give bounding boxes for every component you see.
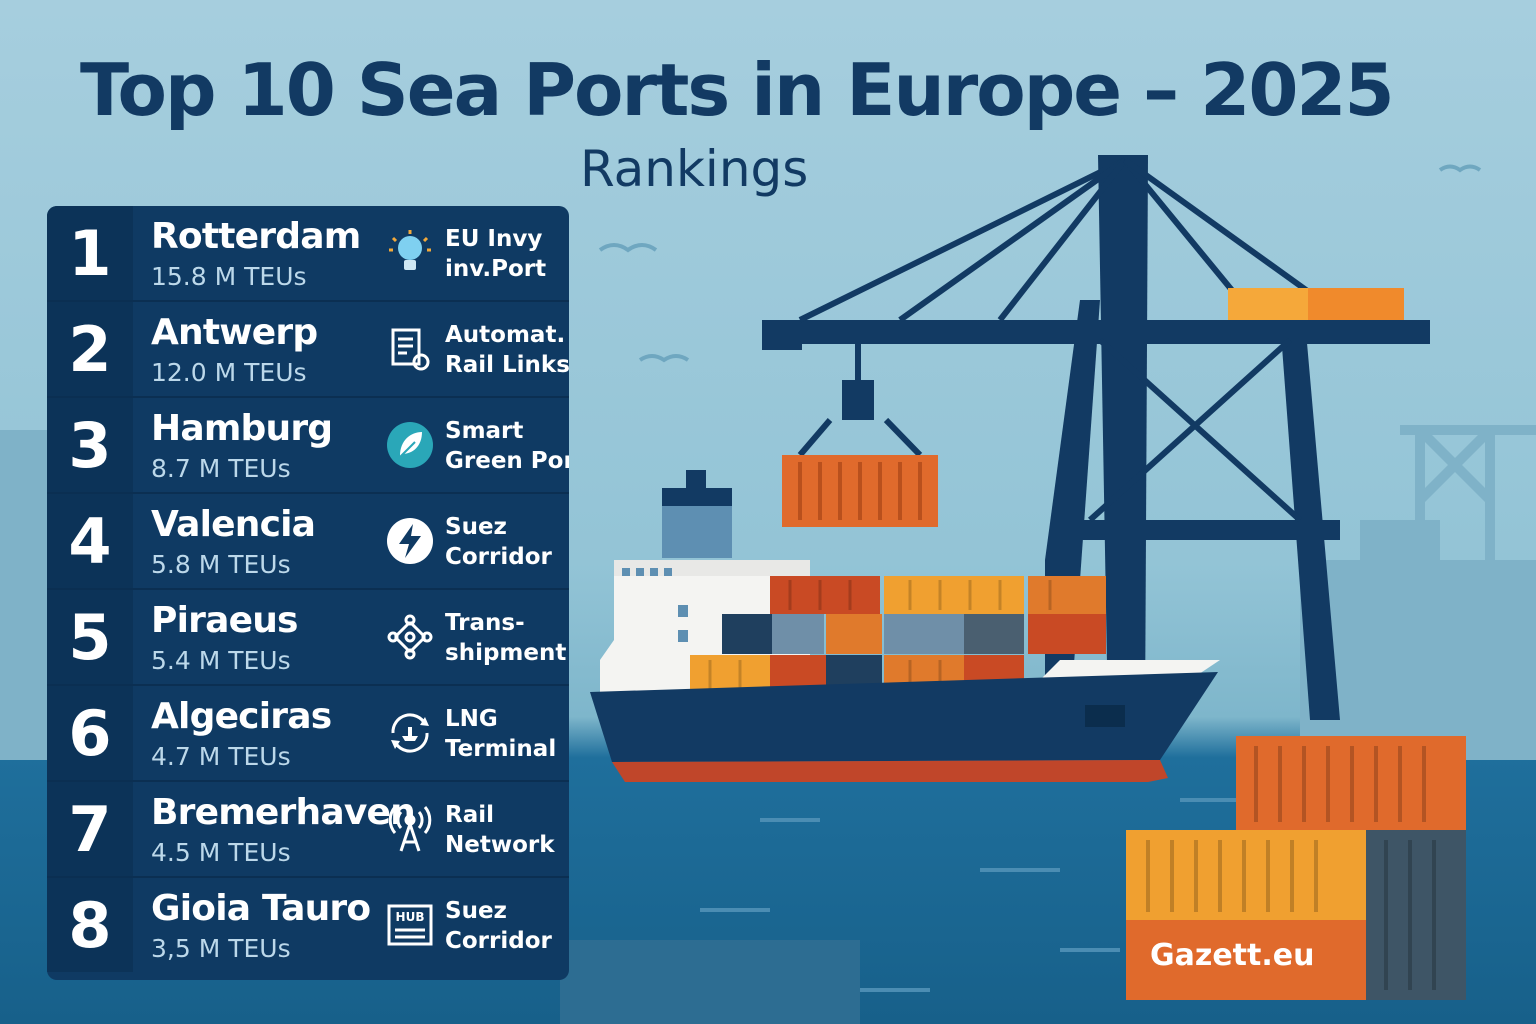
port-feature: LNG Terminal: [445, 704, 567, 764]
leaf-icon: [387, 422, 433, 468]
antenna-tower-icon: [388, 806, 432, 852]
port-feature: Trans- shipment: [445, 608, 567, 668]
port-teu: 4.7 M TEUs: [151, 742, 291, 771]
rank-number: 6: [47, 686, 133, 780]
rank-number: 8: [47, 878, 133, 972]
pier: [560, 940, 860, 1024]
page-title: Top 10 Sea Ports in Europe – 2025: [80, 48, 1395, 132]
ranking-row: 2 Antwerp 12.0 M TEUs Automat. Rail Link…: [47, 302, 569, 398]
feature-line: Trans-: [445, 610, 525, 636]
feature-line: EU Invy: [445, 226, 543, 252]
rank-number: 1: [47, 206, 133, 300]
port-teu: 8.7 M TEUs: [151, 454, 291, 483]
hanging-container: [782, 455, 938, 527]
background-crane: [1400, 425, 1536, 600]
feature-line: Suez: [445, 898, 507, 924]
watermark: Gazett.eu: [1150, 938, 1315, 973]
feature-line: Suez: [445, 514, 507, 540]
feature-line: Corridor: [445, 928, 552, 954]
rank-number: 5: [47, 590, 133, 684]
port-feature: EU Invy inv.Port: [445, 224, 567, 284]
feature-line: Smart: [445, 418, 524, 444]
feature-line: Automat.: [445, 322, 566, 348]
port-name: Algeciras: [151, 696, 332, 737]
port-name: Bremerhaven: [151, 792, 416, 833]
port-feature: Smart Green Port: [445, 416, 569, 476]
lightning-icon: [387, 518, 433, 564]
port-feature: Suez Corridor: [445, 512, 567, 572]
ranking-row: 7 Bremerhaven 4.5 M TEUs Rail Network: [47, 782, 569, 878]
feature-line: Green Port: [445, 448, 569, 474]
feature-line: inv.Port: [445, 256, 547, 282]
birds: [598, 164, 1482, 363]
lightbulb-icon: [389, 230, 431, 270]
feature-line: LNG: [445, 706, 498, 732]
hub-icon: HUB: [387, 904, 433, 946]
port-teu: 4.5 M TEUs: [151, 838, 291, 867]
ranking-row: 1 Rotterdam 15.8 M TEUs EU Invy inv.Port: [47, 206, 569, 302]
crane-trolley: [842, 380, 874, 420]
port-name: Piraeus: [151, 600, 298, 641]
port-teu: 15.8 M TEUs: [151, 262, 307, 291]
gantry-crane: [762, 155, 1430, 720]
refresh-ship-icon: [391, 713, 429, 753]
port-feature: Rail Network: [445, 800, 567, 860]
page-subtitle: Rankings: [580, 140, 809, 198]
feature-line: Terminal: [445, 736, 557, 762]
container-ship: [590, 470, 1220, 782]
feature-line: Corridor: [445, 544, 552, 570]
waves: [700, 798, 1240, 992]
rank-number: 7: [47, 782, 133, 876]
port-teu: 5.8 M TEUs: [151, 550, 291, 579]
feature-line: Network: [445, 832, 555, 858]
foreground-containers: [1126, 736, 1466, 1000]
network-nodes-icon: [387, 614, 433, 660]
feature-line: Rail: [445, 802, 494, 828]
document-gear-icon: [391, 328, 430, 371]
feature-line: Rail Links: [445, 352, 569, 378]
hub-label: HUB: [396, 910, 425, 924]
rank-number: 4: [47, 494, 133, 588]
ranking-row: 8 Gioia Tauro 3,5 M TEUs HUB Suez Corrid…: [47, 878, 569, 972]
feature-line: shipment: [445, 640, 567, 666]
port-teu: 5.4 M TEUs: [151, 646, 291, 675]
rank-number: 3: [47, 398, 133, 492]
port-name: Rotterdam: [151, 216, 361, 257]
port-teu: 3,5 M TEUs: [151, 934, 291, 963]
ranking-row: 3 Hamburg 8.7 M TEUs Smart Green Port: [47, 398, 569, 494]
ranking-row: 6 Algeciras 4.7 M TEUs LNG Terminal: [47, 686, 569, 782]
port-teu: 12.0 M TEUs: [151, 358, 307, 387]
port-name: Antwerp: [151, 312, 318, 353]
port-name: Hamburg: [151, 408, 333, 449]
ranking-row: 5 Piraeus 5.4 M TEUs Trans- shipment: [47, 590, 569, 686]
ranking-row: 4 Valencia 5.8 M TEUs Suez Corridor: [47, 494, 569, 590]
port-name: Gioia Tauro: [151, 888, 371, 929]
rank-number: 2: [47, 302, 133, 396]
rankings-panel: 1 Rotterdam 15.8 M TEUs EU Invy inv.Port…: [47, 206, 569, 980]
crane-cables: [797, 157, 1322, 523]
port-name: Valencia: [151, 504, 316, 545]
port-feature: Automat. Rail Links: [445, 320, 569, 380]
port-feature: Suez Corridor: [445, 896, 567, 956]
